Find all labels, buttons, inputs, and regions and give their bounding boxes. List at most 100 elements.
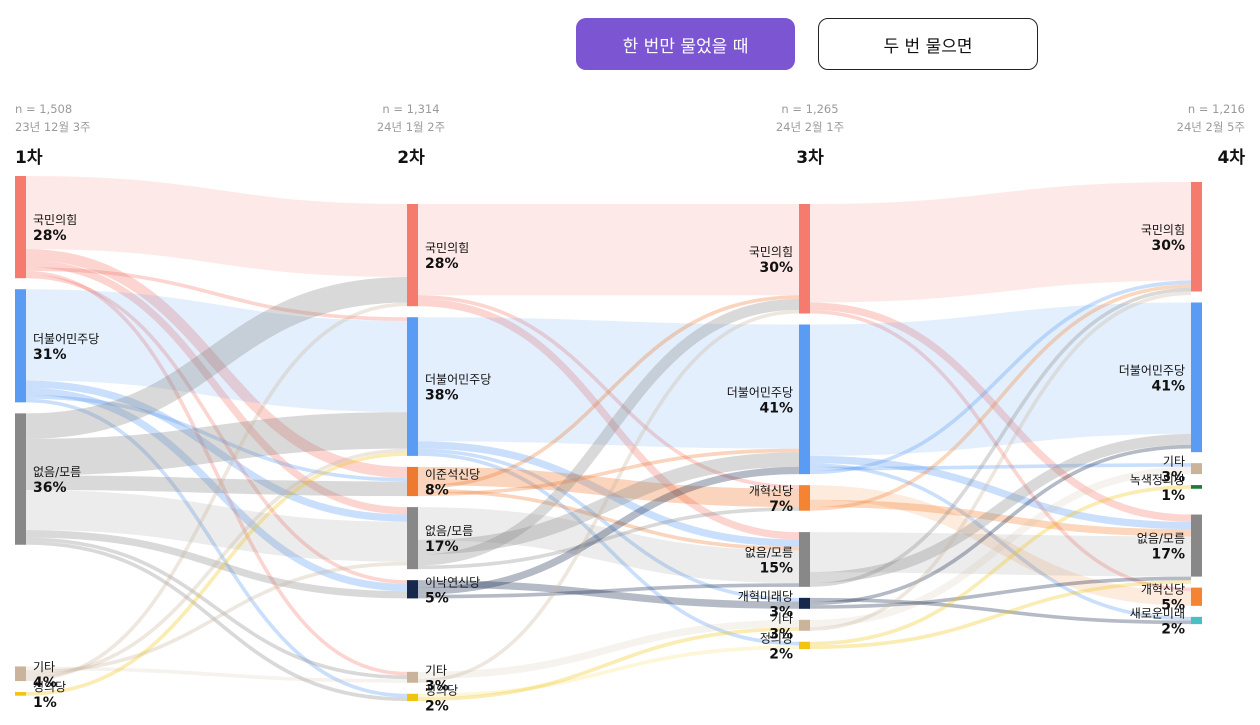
label-pct: 15% xyxy=(759,560,793,576)
wave-header-4: n = 1,216 24년 2월 5주 4차 xyxy=(1177,100,1245,172)
toggle-ask-once-button[interactable]: 한 번만 물었을 때 xyxy=(576,18,795,70)
label-pct: 31% xyxy=(33,347,67,363)
label-name: 기타 xyxy=(771,611,793,625)
label-name: 정의당 xyxy=(33,680,66,694)
flow-w3-dem-to-w4-new_future xyxy=(809,463,1192,621)
wave-1-sample-size: n = 1,508 xyxy=(15,102,73,116)
flow-w3-justice-to-w4-green_justice xyxy=(809,485,1192,646)
node-w1-justice[interactable] xyxy=(15,692,26,696)
flow-w2-new_reform-to-w3-reform_future xyxy=(417,580,800,609)
wave-2-title: 2차 xyxy=(397,147,425,168)
label-pct: 3% xyxy=(769,604,793,620)
node-w2-justice[interactable] xyxy=(407,693,418,702)
label-name: 개혁미래당 xyxy=(738,589,793,603)
label-pct: 1% xyxy=(33,695,57,711)
label-pct: 28% xyxy=(425,256,459,272)
node-w4-reform[interactable] xyxy=(1191,587,1202,606)
flow-w3-reform_future-to-w4-none xyxy=(809,576,1192,609)
wave-2-date: 24년 1월 2주 xyxy=(376,120,446,135)
flow-w3-ppp-to-w4-reform xyxy=(809,309,1192,592)
flow-w2-reform_lee-to-w3-dem xyxy=(417,448,800,497)
wave-2-sample-size: n = 1,314 xyxy=(382,102,440,116)
flow-w1-dem-to-w2-none xyxy=(25,380,408,522)
flow-w2-new_reform-to-w3-dem xyxy=(417,466,800,595)
flow-w3-reform-to-w4-none xyxy=(809,499,1192,537)
flow-w2-dem-to-w3-reform_future xyxy=(417,448,800,602)
label-pct: 17% xyxy=(1151,547,1185,563)
flow-w1-dem-to-w2-justice xyxy=(25,398,408,698)
node-w2-none[interactable] xyxy=(407,507,418,570)
flow-w2-new_reform-to-w3-none xyxy=(417,583,800,599)
label-pct: 5% xyxy=(425,590,449,606)
flow-w3-reform_future-to-w4-new_future xyxy=(809,597,1192,625)
label-pct: 30% xyxy=(1151,238,1185,254)
flow-w3-none-to-w4-ppp xyxy=(809,287,1192,587)
label-name: 국민의힘 xyxy=(33,213,77,227)
flow-w2-dem-to-w3-dem xyxy=(417,317,800,449)
node-w2-reform_lee[interactable] xyxy=(407,466,418,497)
flow-w3-ppp-to-w4-ppp xyxy=(809,182,1192,303)
node-w3-none[interactable] xyxy=(799,532,810,587)
node-w4-etc[interactable] xyxy=(1191,463,1202,475)
label-name: 정의당 xyxy=(760,631,793,645)
label-name: 새로운미래 xyxy=(1130,606,1185,620)
node-w4-dem[interactable] xyxy=(1191,302,1202,453)
flow-w2-none-to-w3-dem xyxy=(417,452,800,555)
flow-w2-dem-to-w3-none xyxy=(417,441,800,547)
node-w2-new_reform[interactable] xyxy=(407,580,418,599)
node-w1-none[interactable] xyxy=(15,413,26,545)
label-name: 국민의힘 xyxy=(1141,223,1185,237)
label-pct: 41% xyxy=(759,400,793,416)
label-pct: 3% xyxy=(1161,470,1185,486)
node-w4-new_future[interactable] xyxy=(1191,616,1202,625)
node-w3-justice[interactable] xyxy=(799,641,810,650)
node-w4-green_justice[interactable] xyxy=(1191,485,1202,489)
flow-w3-reform-to-w4-ppp xyxy=(809,284,1192,511)
node-w1-etc[interactable] xyxy=(15,666,26,682)
label-name: 국민의힘 xyxy=(749,245,793,259)
flow-w3-dem-to-w4-ppp xyxy=(809,280,1192,475)
label-name: 없음/모름 xyxy=(33,465,81,479)
flow-w1-ppp-to-w2-none xyxy=(25,259,408,515)
label-w1-etc: 기타4% xyxy=(33,660,57,691)
flow-w2-etc-to-w3-etc xyxy=(417,619,800,680)
flow-links xyxy=(25,176,1192,702)
flow-w2-reform_lee-to-w3-ppp xyxy=(417,295,800,489)
wave-header-3: n = 1,265 24년 2월 1주 3차 xyxy=(775,100,845,172)
wave-3-date: 24년 2월 1주 xyxy=(775,120,845,135)
flow-w2-none-to-w3-none xyxy=(417,507,800,584)
flow-w1-ppp-to-w2-dem xyxy=(25,267,408,321)
flow-w1-etc-to-w2-ppp xyxy=(25,302,408,682)
node-w2-ppp[interactable] xyxy=(407,204,418,307)
node-w1-ppp[interactable] xyxy=(15,176,26,279)
node-w3-dem[interactable] xyxy=(799,324,810,475)
wave-3-sample-size: n = 1,265 xyxy=(781,102,839,116)
label-pct: 17% xyxy=(425,539,459,555)
toggle-ask-twice-button[interactable]: 두 번 물으면 xyxy=(818,18,1038,70)
flow-w1-none-to-w2-ppp xyxy=(25,277,408,439)
node-w4-ppp[interactable] xyxy=(1191,182,1202,292)
node-w1-dem[interactable] xyxy=(15,289,26,403)
flow-w1-ppp-to-w2-reform_lee xyxy=(25,249,408,478)
node-w3-reform[interactable] xyxy=(799,485,810,511)
label-name: 없음/모름 xyxy=(1137,532,1185,546)
node-w3-ppp[interactable] xyxy=(799,204,810,314)
label-pct: 3% xyxy=(769,626,793,642)
label-name: 더불어민주당 xyxy=(1119,363,1185,377)
label-pct: 7% xyxy=(769,499,793,515)
node-w3-reform_future[interactable] xyxy=(799,597,810,609)
node-w4-none[interactable] xyxy=(1191,514,1202,577)
label-pct: 2% xyxy=(769,646,793,662)
node-w2-dem[interactable] xyxy=(407,317,418,456)
node-w2-etc[interactable] xyxy=(407,671,418,683)
node-w3-etc[interactable] xyxy=(799,619,810,631)
